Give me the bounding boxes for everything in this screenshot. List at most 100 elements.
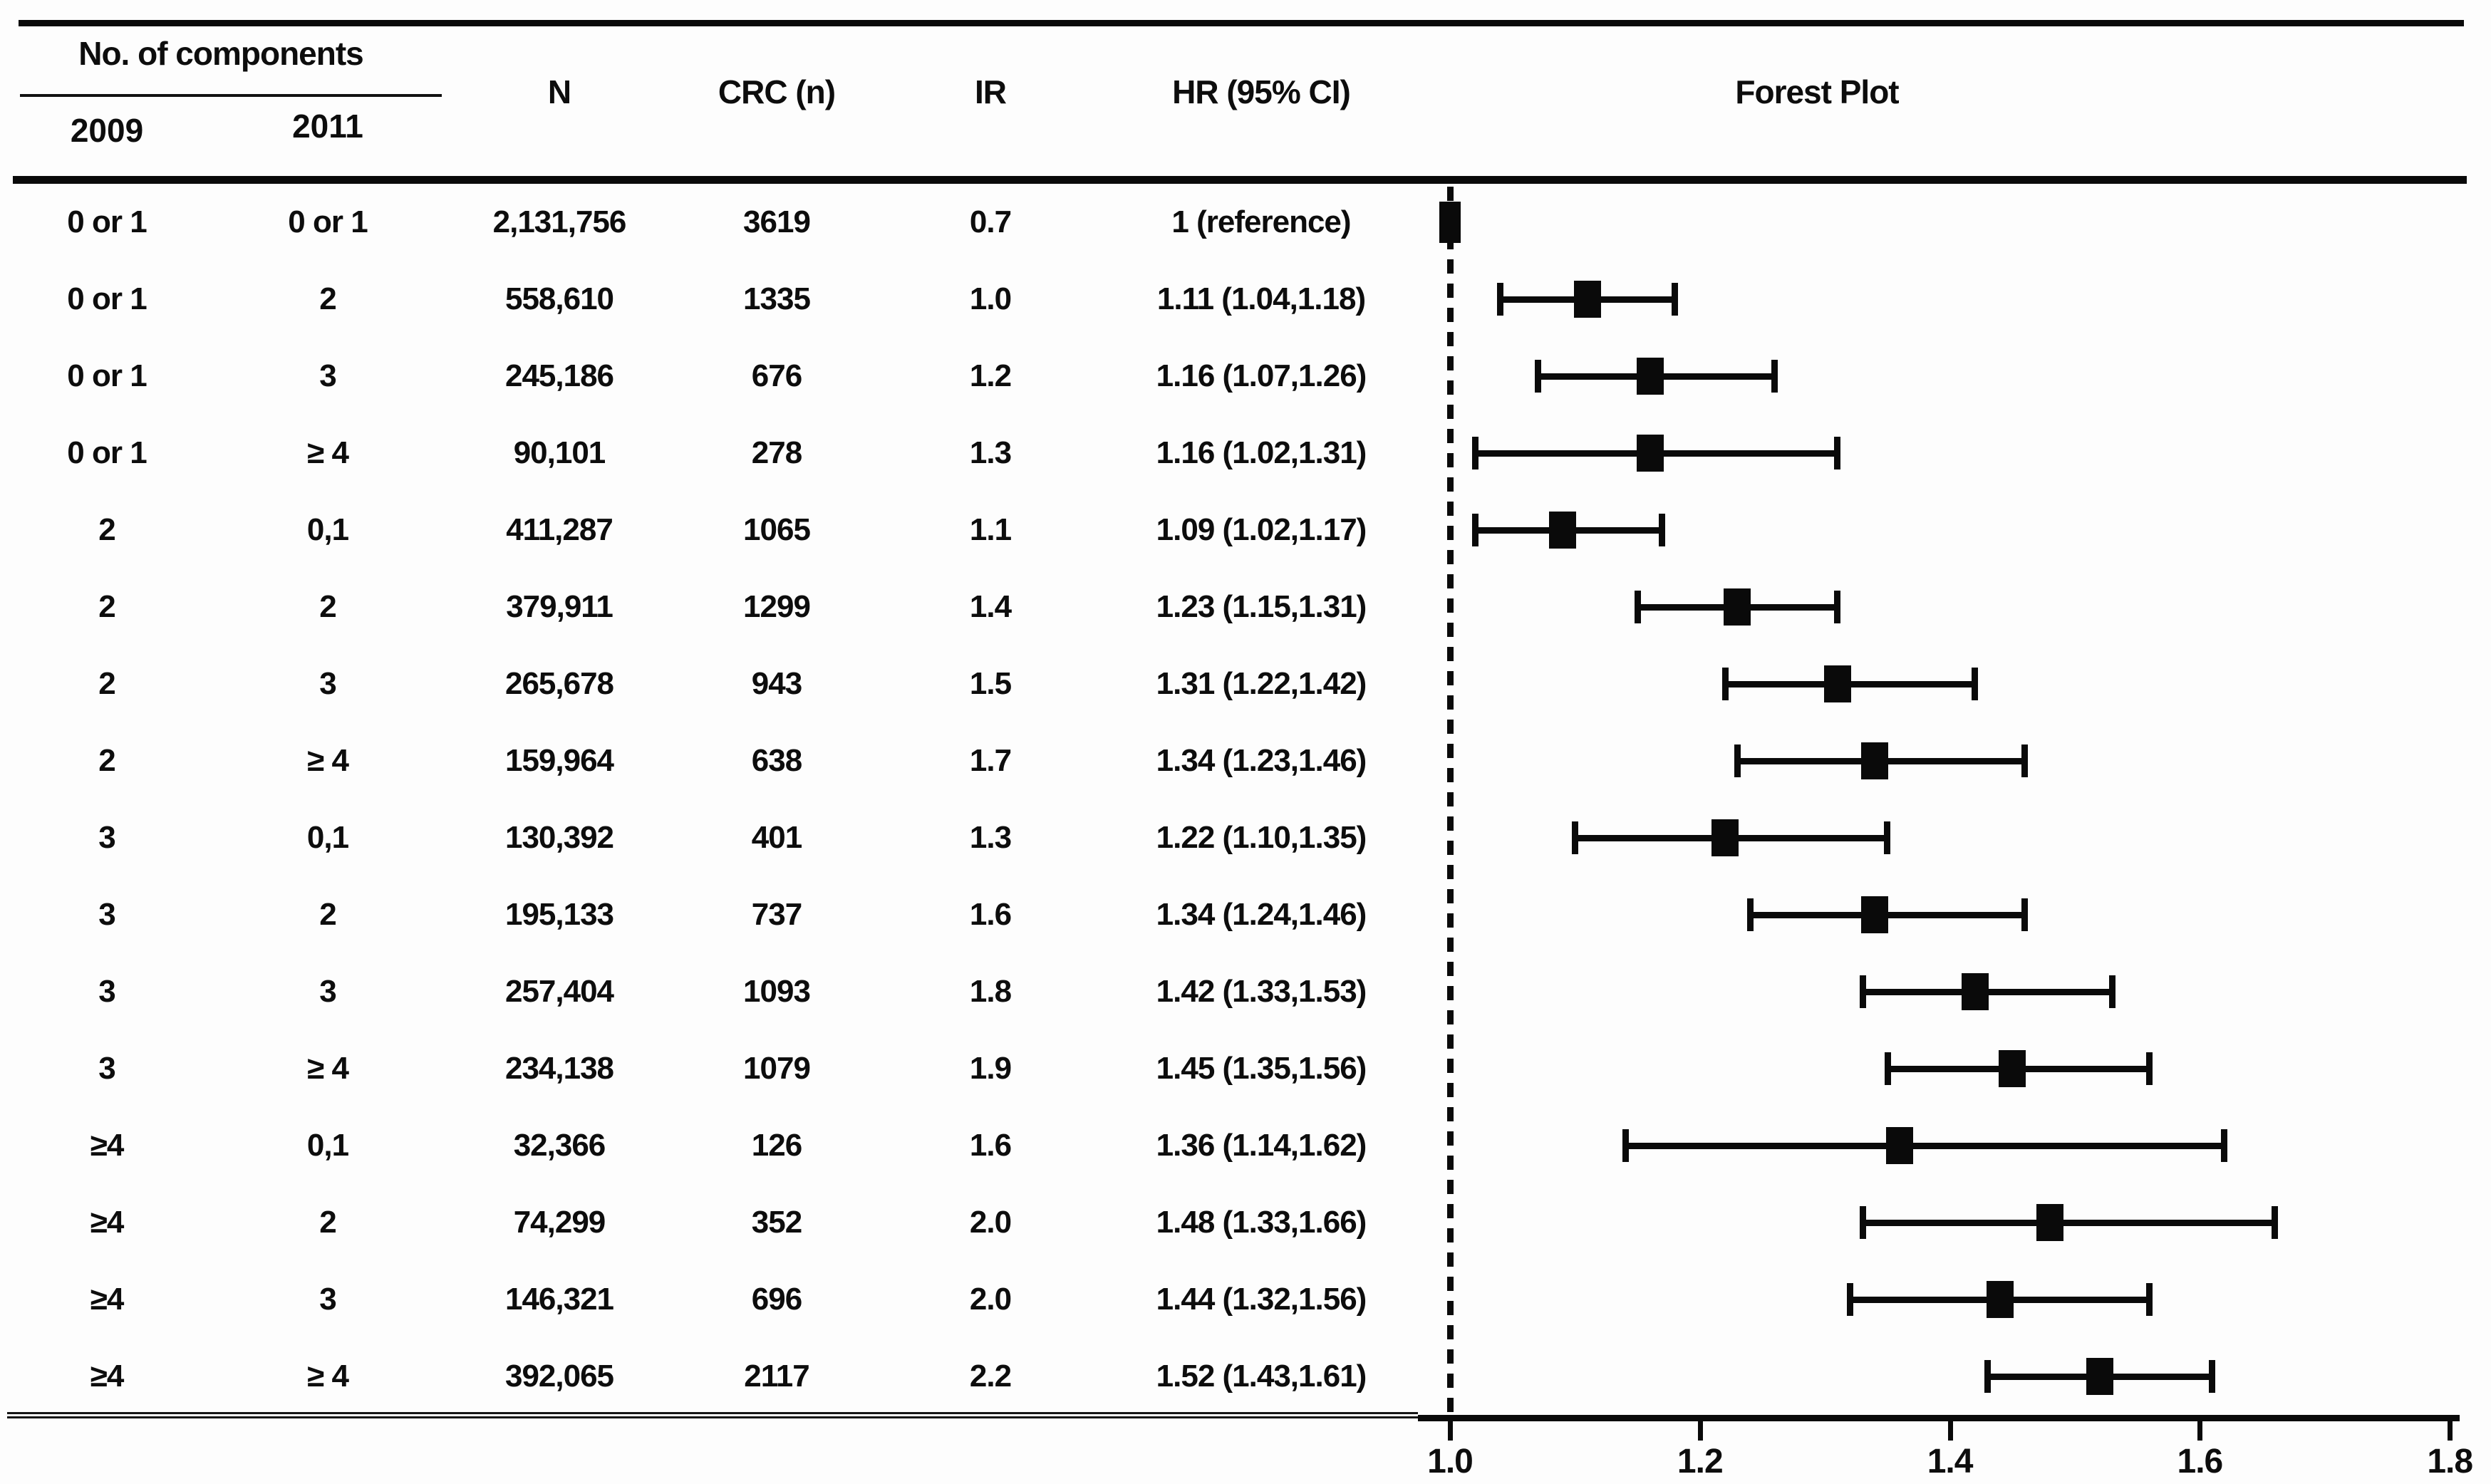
cell-n: 74,299: [513, 1205, 606, 1240]
cell-2011: ≥ 4: [307, 743, 349, 778]
table-row: 3 ≥ 4 234,138 1079 1.9 1.45 (1.35,1.56): [0, 1030, 2491, 1107]
ci-cap-right: [1971, 668, 1978, 700]
ci-plot-cell: [1418, 722, 2491, 799]
cell-crc: 676: [751, 358, 802, 393]
cell-hr-ci: 1.11 (1.04,1.18): [1156, 281, 1366, 316]
ci-cap-right: [1771, 360, 1778, 393]
cell-2009: 0 or 1: [67, 204, 147, 239]
cell-2011: ≥ 4: [307, 435, 349, 470]
table-row: 0 or 1 3 245,186 676 1.2 1.16 (1.07,1.26): [0, 338, 2491, 415]
ci-plot-cell: [1418, 1261, 2491, 1338]
ci-cap-right: [1659, 514, 1666, 546]
ci-plot-cell: [1418, 1107, 2491, 1184]
cell-ir: 1.0: [969, 281, 1012, 316]
table-bottom-line: [7, 1412, 1418, 1418]
ci-cap-right: [2221, 1129, 2228, 1162]
hr-point-marker: [1861, 896, 1889, 933]
table-row: 2 2 379,911 1299 1.4 1.23 (1.15,1.31): [0, 569, 2491, 645]
cell-hr-ci: 1.34 (1.23,1.46): [1156, 743, 1367, 778]
ci-cap-left: [1859, 1206, 1866, 1239]
cell-2011: 3: [319, 974, 336, 1009]
cell-2009: 2: [98, 512, 115, 547]
cell-hr-ci: 1.45 (1.35,1.56): [1156, 1051, 1367, 1086]
reference-line: [1447, 187, 1454, 1419]
ci-plot-cell: [1418, 876, 2491, 953]
ci-plot-cell: [1418, 338, 2491, 415]
cell-2011: 3: [319, 666, 336, 701]
cell-2009: 2: [98, 589, 115, 624]
ci-cap-left: [1572, 821, 1579, 854]
hr-point-marker: [1724, 588, 1751, 626]
cell-hr-ci: 1.23 (1.15,1.31): [1156, 589, 1367, 624]
ci-cap-right: [1833, 437, 1840, 469]
cell-2011: 0,1: [306, 1128, 349, 1163]
cell-crc: 737: [751, 897, 802, 932]
ci-plot-cell: [1418, 645, 2491, 722]
cell-2009: 3: [98, 820, 115, 855]
cell-ir: 1.4: [969, 589, 1012, 624]
table-row: 2 ≥ 4 159,964 638 1.7 1.34 (1.23,1.46): [0, 722, 2491, 799]
ci-cap-left: [1534, 360, 1541, 393]
ci-cap-left: [1984, 1360, 1992, 1393]
ci-cap-left: [1859, 975, 1866, 1008]
column-header-n: N: [547, 73, 571, 110]
hr-point-marker: [1711, 819, 1739, 856]
column-header-2011: 2011: [292, 108, 363, 145]
ci-error-bar: [1625, 1143, 2225, 1149]
cell-n: 257,404: [504, 974, 614, 1009]
cell-crc: 1299: [743, 589, 811, 624]
x-axis-tick: [1947, 1421, 1953, 1441]
ci-cap-left: [1734, 744, 1741, 777]
cell-ir: 2.0: [969, 1205, 1012, 1240]
cell-2009: ≥4: [90, 1282, 125, 1317]
ci-cap-left: [1497, 283, 1504, 316]
cell-2009: ≥4: [90, 1205, 125, 1240]
x-axis-line: [1418, 1415, 2460, 1421]
cell-ir: 1.6: [969, 897, 1012, 932]
table-row: 2 0,1 411,287 1065 1.1 1.09 (1.02,1.17): [0, 492, 2491, 569]
cell-ir: 1.3: [969, 820, 1012, 855]
cell-2009: 0 or 1: [67, 435, 147, 470]
hr-point-marker: [1823, 665, 1851, 702]
cell-crc: 352: [751, 1205, 802, 1240]
ci-cap-right: [2208, 1360, 2215, 1393]
hr-point-marker: [1861, 742, 1889, 779]
table-row: ≥4 ≥ 4 392,065 2117 2.2 1.52 (1.43,1.61): [0, 1338, 2491, 1415]
cell-n: 265,678: [504, 666, 614, 701]
ci-error-bar: [1862, 1220, 2275, 1226]
cell-hr-ci: 1.16 (1.07,1.26): [1156, 358, 1367, 393]
cell-n: 379,911: [506, 589, 613, 624]
x-axis-tick-label: 1.0: [1427, 1443, 1474, 1480]
cell-2011: 0,1: [306, 512, 349, 547]
ci-cap-right: [2021, 744, 2028, 777]
ci-cap-right: [1671, 283, 1678, 316]
hr-point-marker: [1999, 1050, 2026, 1087]
cell-n: 234,138: [504, 1051, 614, 1086]
cell-2009: 3: [98, 1051, 115, 1086]
ci-cap-right: [2271, 1206, 2278, 1239]
cell-crc: 943: [751, 666, 802, 701]
ci-plot-cell: [1418, 184, 2491, 261]
cell-hr-ci: 1.36 (1.14,1.62): [1156, 1128, 1367, 1163]
cell-2011: ≥ 4: [307, 1051, 349, 1086]
ci-plot-cell: [1418, 492, 2491, 569]
cell-hr-ci: 1.16 (1.02,1.31): [1156, 435, 1367, 470]
cell-ir: 1.3: [969, 435, 1012, 470]
cell-crc: 1065: [743, 512, 811, 547]
ci-cap-right: [2021, 898, 2028, 931]
cell-hr-ci: 1.09 (1.02,1.17): [1156, 512, 1367, 547]
cell-2011: 2: [319, 897, 336, 932]
column-header-hr-ci: HR (95% CI): [1172, 73, 1351, 110]
cell-crc: 696: [751, 1282, 802, 1317]
cell-ir: 1.2: [969, 358, 1012, 393]
column-header-2009: 2009: [70, 112, 144, 149]
ci-plot-cell: [1418, 1030, 2491, 1107]
table-row: 0 or 1 0 or 1 2,131,756 3619 0.7 1 (reference…: [0, 184, 2491, 261]
cell-n: 2,131,756: [492, 204, 627, 239]
cell-crc: 3619: [743, 204, 811, 239]
cell-n: 90,101: [513, 435, 606, 470]
table-row: 3 2 195,133 737 1.6 1.34 (1.24,1.46): [0, 876, 2491, 953]
ci-cap-left: [1884, 1052, 1891, 1085]
column-header-crc: CRC (n): [718, 73, 836, 110]
cell-crc: 401: [751, 820, 802, 855]
